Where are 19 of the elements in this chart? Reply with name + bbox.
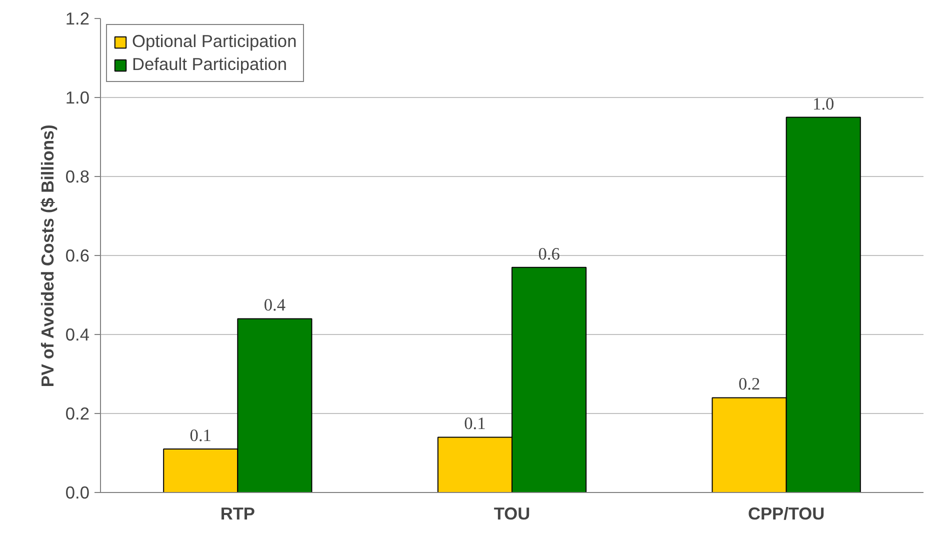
data-label: 1.0 [812,94,834,114]
y-tick-label: 0.6 [65,246,90,266]
data-label: 0.2 [738,374,760,394]
y-tick-label: 0.8 [65,166,90,186]
y-tick-label: 0.2 [65,404,90,424]
legend-label: Default Participation [132,54,288,75]
x-tick-label: TOU [494,504,530,524]
y-tick-label: 1.0 [65,88,90,108]
x-tick-label: RTP [220,504,256,524]
y-tick-label: 1.2 [65,8,90,28]
x-tick-label: CPP/TOU [748,504,825,524]
y-axis-title: PV of Avoided Costs ($ Billions) [37,124,58,388]
data-label: 0.4 [264,296,286,315]
data-label: 0.6 [538,244,560,264]
legend-label: Optional Participation [132,31,297,52]
y-tick-label: 0.0 [65,482,90,502]
data-label: 0.1 [190,426,212,446]
y-tick-label: 0.4 [65,324,90,344]
data-label: 0.1 [464,414,486,434]
